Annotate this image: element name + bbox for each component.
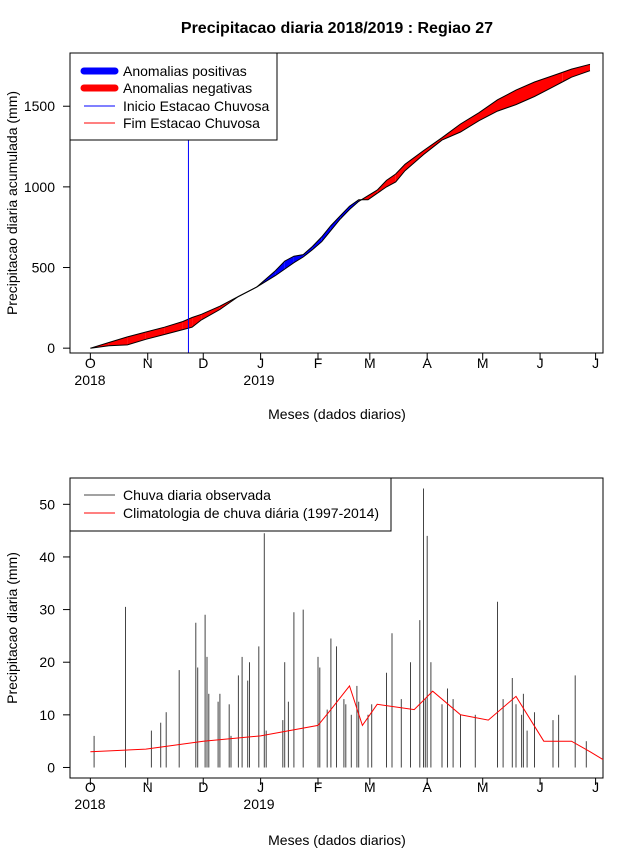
- bottom-y-axis: 0 10 20 30 40 50: [39, 496, 71, 775]
- top-y-tick-label: 0: [47, 340, 55, 356]
- bottom-y-axis-label: Precipitacao diaria (mm): [4, 552, 20, 704]
- chart-title: Precipitacao diaria 2018/2019 : Regiao 2…: [181, 20, 493, 37]
- bottom-x-month-label: O: [85, 779, 96, 795]
- negative-anomaly-segment: [145, 327, 165, 340]
- bottom-x-year-2019: 2019: [243, 796, 274, 812]
- top-y-tick-label: 1500: [24, 98, 55, 114]
- negative-anomaly-segment: [368, 190, 378, 200]
- negative-anomaly-segment: [377, 180, 387, 194]
- top-y-axis-label: Precipitacao diaria acumulada (mm): [4, 91, 20, 315]
- bottom-y-tick-label: 40: [39, 549, 55, 565]
- bottom-y-tick-label: 10: [39, 707, 55, 723]
- top-x-axis-label: Meses (dados diarios): [268, 406, 406, 422]
- climatology-line: [90, 684, 604, 761]
- bottom-x-axis-label: Meses (dados diarios): [268, 832, 406, 848]
- positive-anomaly-segment: [321, 225, 331, 242]
- top-x-month-label: A: [423, 355, 433, 371]
- top-x-month-label: F: [314, 355, 323, 371]
- bottom-x-month-label: D: [198, 779, 208, 795]
- bottom-x-month-label: A: [423, 779, 433, 795]
- top-x-month-label: N: [143, 355, 153, 371]
- top-x-year-2018: 2018: [74, 372, 105, 388]
- bottom-x-month-label: J: [537, 779, 544, 795]
- bottom-legend: Chuva diaria observada Climatologia de c…: [69, 477, 392, 532]
- bottom-x-month-label: J: [592, 779, 599, 795]
- bottom-x-month-label: J: [257, 779, 264, 795]
- bottom-y-tick-label: 50: [39, 496, 55, 512]
- negative-anomaly-segment: [571, 64, 590, 78]
- positive-anomaly-segment: [312, 236, 322, 250]
- bottom-y-tick-label: 0: [47, 759, 55, 775]
- negative-anomaly-segment: [386, 174, 396, 187]
- positive-anomaly-segment: [275, 261, 285, 276]
- climatology-accumulated-line: [90, 63, 591, 349]
- negative-anomaly-segment: [127, 332, 146, 345]
- negative-anomaly-segment: [553, 72, 563, 87]
- top-y-axis: 0 500 1000 1500: [24, 98, 71, 356]
- positive-anomaly-segment: [330, 215, 341, 231]
- top-x-month-label: D: [198, 355, 208, 371]
- negative-anomaly-segment: [108, 336, 128, 346]
- negative-anomaly-segment: [164, 321, 183, 335]
- negative-anomaly-segment: [479, 99, 498, 121]
- legend-label-negative: Anomalias negativas: [123, 80, 252, 96]
- top-y-tick-label: 500: [32, 260, 56, 276]
- bottom-x-month-label: M: [477, 779, 489, 795]
- bottom-x-month-label: N: [143, 779, 153, 795]
- bottom-y-tick-label: 30: [39, 602, 55, 618]
- negative-anomaly-segment: [516, 82, 535, 105]
- top-panel: 0 500 1000 1500 O N D J F M A M J J 2018 2019 Meses …: [4, 52, 604, 422]
- positive-anomaly-segment: [293, 254, 304, 263]
- positive-anomaly-segment: [284, 256, 294, 270]
- legend-label-observed: Chuva diaria observada: [123, 487, 271, 503]
- observed-bars: [93, 488, 587, 768]
- bottom-x-year-2018: 2018: [74, 796, 105, 812]
- legend-label-onset: Inicio Estacao Chuvosa: [123, 98, 270, 114]
- negative-anomaly-segment: [201, 306, 220, 320]
- top-x-month-label: J: [257, 355, 264, 371]
- climatology-daily-line: [90, 684, 604, 761]
- negative-anomaly-segment: [395, 164, 405, 182]
- top-x-month-label: J: [537, 355, 544, 371]
- legend-label-climatology: Climatologia de chuva diária (1997-2014): [123, 505, 379, 521]
- top-x-month-label: O: [85, 355, 96, 371]
- observed-accumulated-line: [90, 70, 591, 349]
- top-x-month-label: M: [364, 355, 376, 371]
- negative-anomaly-segment: [192, 314, 202, 328]
- bottom-x-month-label: M: [364, 779, 376, 795]
- bottom-panel: 0 10 20 30 40 50 O N D J F M A M J J 2018 2019 Meses (…: [4, 477, 604, 848]
- bottom-x-month-label: F: [314, 779, 323, 795]
- legend-label-end: Fim Estacao Chuvosa: [123, 115, 260, 131]
- bottom-y-tick-label: 20: [39, 654, 55, 670]
- bottom-legend-box: [69, 477, 392, 532]
- legend-label-positive: Anomalias positivas: [123, 63, 247, 79]
- top-x-year-2019: 2019: [243, 372, 274, 388]
- top-series-lines: [90, 63, 591, 349]
- negative-anomaly-segment: [460, 112, 479, 132]
- top-legend: Anomalias positivas Anomalias negativas …: [69, 52, 278, 141]
- top-y-tick-label: 1000: [24, 179, 55, 195]
- positive-anomaly-segment: [340, 206, 350, 220]
- top-x-month-label: M: [477, 355, 489, 371]
- negative-anomaly-segment: [562, 69, 572, 82]
- negative-anomaly-segment: [405, 150, 424, 171]
- top-x-month-label: J: [592, 355, 599, 371]
